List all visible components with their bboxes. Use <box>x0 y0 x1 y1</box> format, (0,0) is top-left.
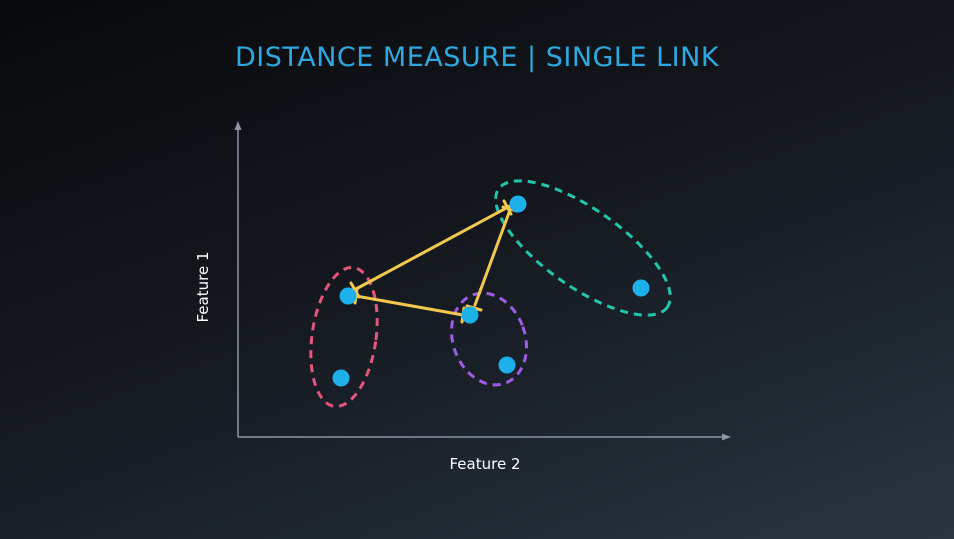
x-axis-label: Feature 2 <box>450 455 521 473</box>
point-teal-1 <box>509 195 527 213</box>
point-purple-1 <box>461 306 479 324</box>
axes <box>234 121 731 441</box>
data-points <box>332 195 650 387</box>
link-line-pink-to-teal <box>354 204 512 291</box>
point-pink-2 <box>332 369 350 387</box>
cluster-teal-outline <box>494 179 672 317</box>
point-teal-2 <box>632 279 650 297</box>
cluster-purple-outline <box>450 291 528 387</box>
slide-title: DISTANCE MEASURE | SINGLE LINK <box>234 42 720 73</box>
link-lines <box>349 199 519 324</box>
point-pink-1 <box>339 287 357 305</box>
link-line-purple-to-teal <box>473 208 512 307</box>
link-line-pink-to-purple <box>354 294 465 317</box>
cluster-pink-outline <box>309 266 379 408</box>
y-axis-label: Feature 1 <box>194 252 212 323</box>
y-axis-arrowhead <box>234 121 242 130</box>
point-purple-2 <box>498 356 516 374</box>
x-axis-arrowhead <box>722 433 731 441</box>
